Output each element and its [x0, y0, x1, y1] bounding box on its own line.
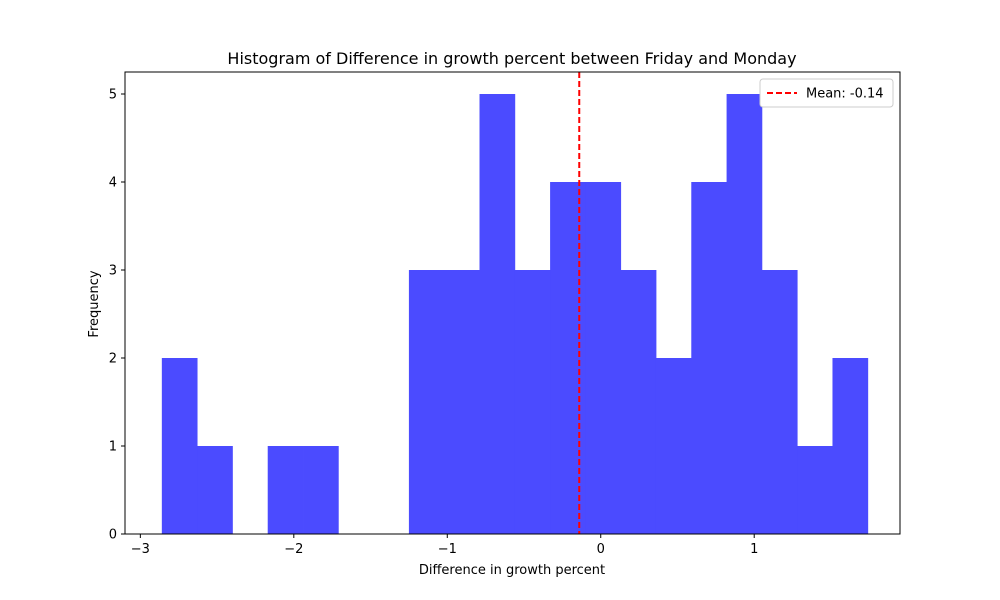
histogram-bar — [761, 270, 798, 534]
histogram-bar — [620, 270, 657, 534]
y-axis-ticks: 0 1 2 3 4 5 — [109, 88, 125, 543]
legend-box — [759, 78, 894, 108]
histogram-bar — [197, 446, 233, 534]
histogram-bar — [550, 182, 586, 534]
histogram-bar — [161, 358, 198, 534]
y-tick-label: 5 — [109, 88, 117, 103]
chart-title: Histogram of Difference in growth percen… — [227, 49, 796, 68]
x-axis-ticks: −3 −2 −1 0 1 — [131, 534, 758, 557]
histogram-bar — [303, 446, 339, 534]
histogram-bar — [444, 270, 480, 534]
legend-mean-label: Mean: -0.14 — [806, 87, 884, 102]
y-tick-label: 0 — [109, 528, 117, 543]
x-tick-label: −1 — [438, 542, 457, 557]
histogram-bar — [514, 270, 551, 534]
histogram-bar — [408, 270, 445, 534]
plot-area-frame — [124, 71, 901, 535]
histogram-bar — [267, 446, 304, 534]
x-tick-label: 0 — [597, 542, 605, 557]
histogram-bars — [161, 94, 869, 534]
histogram-bar — [797, 446, 833, 534]
x-tick-label: 1 — [750, 542, 758, 557]
y-axis-label: Frequency — [87, 270, 102, 337]
histogram-bar — [726, 94, 763, 534]
legend: Mean: -0.14 — [759, 78, 894, 108]
histogram-bar — [585, 182, 622, 534]
histogram-bar — [832, 358, 869, 534]
x-tick-label: −2 — [284, 542, 303, 557]
histogram-bar — [691, 182, 727, 534]
x-axis-label: Difference in growth percent — [419, 563, 605, 578]
y-tick-label: 3 — [109, 264, 117, 279]
histogram-bar — [479, 94, 516, 534]
x-tick-label: −3 — [131, 542, 150, 557]
y-tick-label: 2 — [109, 352, 117, 367]
y-tick-label: 1 — [109, 440, 117, 455]
y-tick-label: 4 — [109, 176, 117, 191]
histogram-bar — [655, 358, 692, 534]
